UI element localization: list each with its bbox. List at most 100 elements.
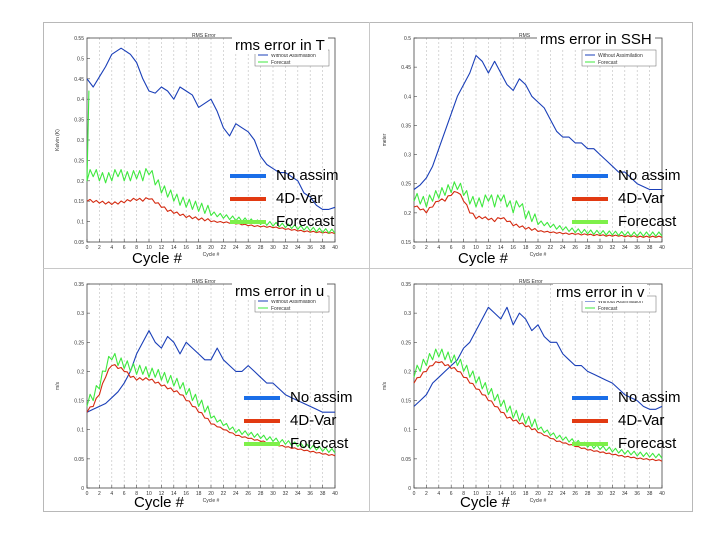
y-tick-label: 0.05 (74, 457, 84, 463)
legend-swatch-blue (572, 395, 608, 400)
y-tick-label: 0.15 (74, 399, 84, 405)
x-tick-label: 26 (245, 245, 251, 251)
vertical-divider (369, 22, 370, 512)
x-tick-label: 36 (307, 491, 313, 497)
x-tick-label: 0 (413, 245, 416, 251)
y-tick-label: 0.4 (77, 97, 84, 103)
x-tick-label: 4 (110, 491, 113, 497)
x-tick-label: 24 (233, 491, 239, 497)
y-tick-label: 0.2 (404, 369, 411, 375)
x-tick-label: 6 (450, 491, 453, 497)
legend-item: No assim (572, 386, 681, 409)
series-line-no_assim (413, 54, 662, 191)
legend-ssh: No assim 4D-Var Forecast (572, 164, 681, 233)
legend-label: No assim (618, 167, 681, 184)
x-tick-label: 2 (98, 245, 101, 251)
chart-u: 00.050.10.150.20.250.30.350 2 4 6 8 10 12 14 16 1… (55, 279, 338, 504)
x-tick-label: 22 (548, 245, 554, 251)
y-tick-label: 0.2 (404, 211, 411, 217)
legend-swatch-green (572, 441, 608, 446)
x-tick-label: 14 (171, 245, 177, 251)
legend-label: Forecast (290, 435, 349, 452)
x-tick-label: 18 (523, 491, 529, 497)
legend-swatch-green (230, 219, 266, 224)
x-tick-label: 24 (233, 245, 239, 251)
x-tick-label: 28 (585, 245, 591, 251)
x-tick-label: 22 (221, 245, 227, 251)
y-tick-label: 0.1 (404, 428, 411, 434)
x-axis-label: Cycle # (530, 252, 547, 258)
x-tick-label: 36 (307, 245, 313, 251)
x-tick-label: 12 (159, 491, 165, 497)
x-tick-label: 8 (462, 245, 465, 251)
x-tick-label: 32 (610, 245, 616, 251)
legend-swatch-red (572, 196, 608, 201)
y-tick-label: 0.5 (77, 56, 84, 62)
y-axis-label: Kelvin (K) (55, 129, 61, 151)
x-axis-label: Cycle # (530, 498, 547, 504)
legend-label: Forecast (618, 213, 677, 230)
x-tick-label: 22 (548, 491, 554, 497)
x-tick-label: 20 (208, 245, 214, 251)
x-tick-label: 34 (295, 245, 301, 251)
x-tick-label: 18 (196, 491, 202, 497)
series-line-fourdvar (86, 364, 336, 457)
x-tick-label: 38 (647, 245, 653, 251)
x-tick-label: 38 (647, 491, 653, 497)
x-tick-label: 26 (572, 491, 578, 497)
x-tick-label: 30 (270, 491, 276, 497)
inner-legend-label: Forecast (598, 306, 618, 312)
y-tick-label: 0.3 (404, 153, 411, 159)
y-tick-label: 0.35 (401, 123, 411, 129)
y-tick-label: 0.1 (77, 428, 84, 434)
y-tick-label: 0.25 (74, 340, 84, 346)
x-tick-label: 20 (535, 491, 541, 497)
legend-swatch-blue (244, 395, 280, 400)
x-tick-label: 32 (283, 245, 289, 251)
x-tick-label: 30 (597, 491, 603, 497)
y-tick-label: 0.35 (74, 282, 84, 288)
figure-frame (43, 22, 693, 512)
legend-item: Forecast (230, 210, 339, 233)
series-line-no_assim (413, 306, 663, 410)
x-axis-label: Cycle # (203, 252, 220, 258)
inner-title: RMS Error (192, 33, 216, 39)
x-tick-label: 40 (659, 245, 665, 251)
y-tick-label: 0 (81, 486, 84, 492)
panel-v: 0 0.05 0.1 0.15 0.2 0.25 0.3 0.35 0 2 4 6 8 10 12 14 16 1… (372, 276, 672, 506)
chart-v: 00.050.10.150.20.250.30.350 2 4 6 8 10 12 14 16 1… (382, 279, 665, 504)
legend-swatch-green (572, 219, 608, 224)
y-tick-label: 0.35 (401, 282, 411, 288)
x-tick-label: 38 (320, 491, 326, 497)
x-tick-label: 36 (634, 491, 640, 497)
legend-label: 4D-Var (618, 412, 665, 429)
x-tick-label: 2 (425, 245, 428, 251)
x-tick-label: 22 (221, 491, 227, 497)
title-v: rms error in v (553, 284, 648, 301)
inner-legend-label: Forecast (598, 60, 618, 66)
x-tick-label: 8 (462, 491, 465, 497)
inner-legend-label: Forecast (271, 60, 291, 66)
x-tick-label: 40 (332, 491, 338, 497)
x-tick-label: 14 (498, 491, 504, 497)
legend-item: No assim (244, 386, 353, 409)
x-tick-label: 34 (295, 491, 301, 497)
x-tick-label: 12 (159, 245, 165, 251)
x-tick-label: 14 (171, 491, 177, 497)
title-temperature: rms error in T (232, 37, 328, 54)
inner-legend-label: Without Assimilation (271, 299, 316, 305)
y-tick-label: 0.15 (401, 240, 411, 246)
x-tick-label: 28 (585, 491, 591, 497)
legend-label: Forecast (276, 213, 335, 230)
inner-legend-label: Without Assimilation (271, 53, 316, 59)
y-tick-label: 0 (408, 486, 411, 492)
x-tick-label: 8 (135, 245, 138, 251)
x-tick-label: 40 (659, 491, 665, 497)
y-tick-label: 0.15 (74, 199, 84, 205)
legend-item: Forecast (244, 432, 353, 455)
series-line-fourdvar (86, 197, 336, 235)
x-tick-label: 28 (258, 491, 264, 497)
series-line-no_assim (86, 47, 336, 210)
x-tick-label: 32 (283, 491, 289, 497)
inner-legend-label: Forecast (271, 306, 291, 312)
